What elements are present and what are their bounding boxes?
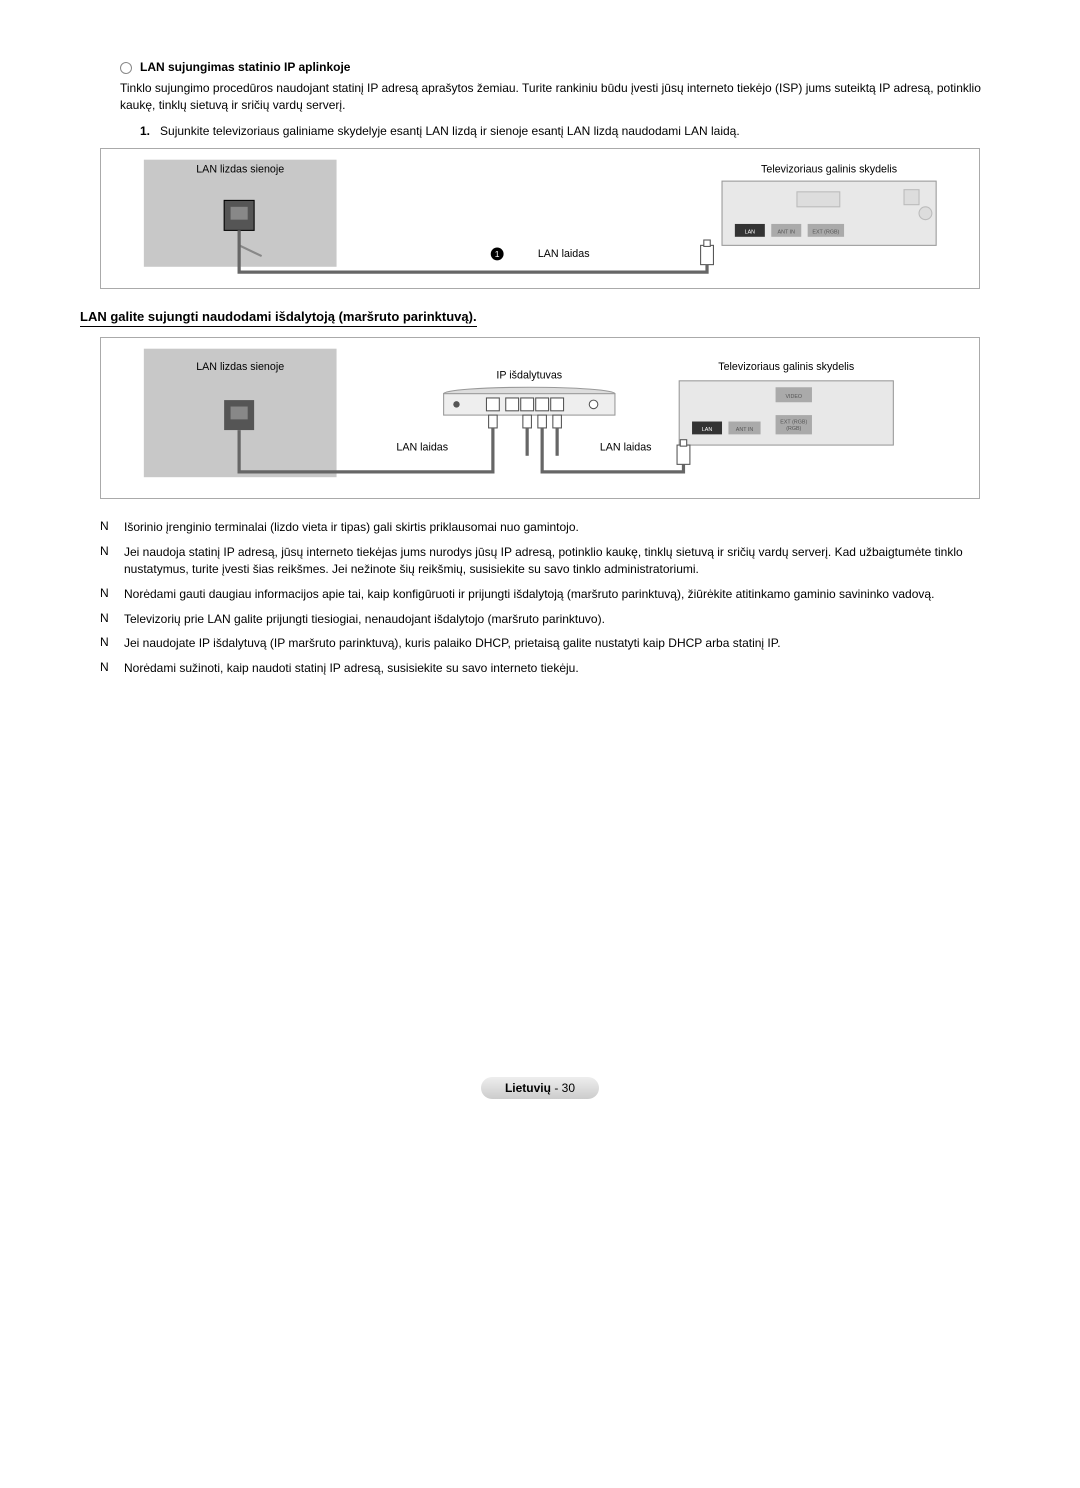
diagram-svg-1: LAN lizdas sienoje Televizoriaus galinis…	[101, 149, 979, 288]
note-6: N Norėdami sužinoti, kaip naudoti statin…	[100, 660, 1000, 677]
footer-lang: Lietuvių	[505, 1081, 551, 1095]
section-title: LAN sujungimas statinio IP aplinkoje	[140, 60, 350, 74]
diagram-router-lan: LAN lizdas sienoje IP išdalytuvas Televi…	[100, 337, 980, 500]
footer-page: 30	[562, 1081, 575, 1095]
diagram-direct-lan: LAN lizdas sienoje Televizoriaus galinis…	[100, 148, 980, 289]
note-3: N Norėdami gauti daugiau informacijos ap…	[100, 586, 1000, 603]
svg-text:VIDEO: VIDEO	[785, 394, 802, 400]
notes-list: N Išorinio įrenginio terminalai (lizdo v…	[80, 519, 1000, 677]
svg-text:(RGB): (RGB)	[786, 426, 801, 432]
svg-text:EXT (RGB): EXT (RGB)	[812, 229, 839, 235]
label-tv-2: Televizoriaus galinis skydelis	[718, 361, 854, 373]
svg-text:LAN: LAN	[745, 229, 756, 235]
section-static-ip: LAN sujungimas statinio IP aplinkoje Tin…	[120, 60, 1000, 138]
label-tv: Televizoriaus galinis skydelis	[761, 163, 897, 175]
svg-text:LAN: LAN	[702, 427, 713, 433]
step-number: 1.	[140, 124, 150, 138]
footer-pill: Lietuvių - 30	[481, 1077, 599, 1099]
section2-heading: LAN galite sujungti naudodami išdalytoją…	[80, 309, 477, 327]
section-intro: Tinklo sujungimo procedūros naudojant st…	[120, 80, 1000, 114]
note-1: N Išorinio įrenginio terminalai (lizdo v…	[100, 519, 1000, 536]
section-title-row: LAN sujungimas statinio IP aplinkoje	[120, 60, 1000, 74]
note-5: N Jei naudojate IP išdalytuvą (IP maršru…	[100, 635, 1000, 652]
label-router: IP išdalytuvas	[496, 369, 562, 381]
svg-text:1: 1	[495, 249, 500, 259]
document-page: LAN sujungimas statinio IP aplinkoje Tin…	[0, 0, 1080, 1139]
page-footer: Lietuvių - 30	[80, 1077, 1000, 1099]
label-wall-2: LAN lizdas sienoje	[196, 361, 284, 373]
step-1: 1. Sujunkite televizoriaus galiniame sky…	[140, 124, 1000, 138]
step-text: Sujunkite televizoriaus galiniame skydel…	[160, 124, 740, 138]
note-2: N Jei naudoja statinį IP adresą, jūsų in…	[100, 544, 1000, 578]
label-cable-left: LAN laidas	[396, 441, 448, 453]
label-cable: LAN laidas	[538, 248, 590, 260]
footer-sep: -	[551, 1081, 562, 1095]
bullet-icon	[120, 62, 132, 74]
svg-text:ANT IN: ANT IN	[778, 229, 796, 235]
label-wall: LAN lizdas sienoje	[196, 163, 284, 175]
svg-text:ANT IN: ANT IN	[736, 427, 754, 433]
note-4: N Televizorių prie LAN galite prijungti …	[100, 611, 1000, 628]
svg-text:EXT (RGB): EXT (RGB)	[780, 419, 807, 425]
label-cable-right: LAN laidas	[600, 441, 652, 453]
diagram-svg-2: LAN lizdas sienoje IP išdalytuvas Televi…	[101, 338, 979, 499]
